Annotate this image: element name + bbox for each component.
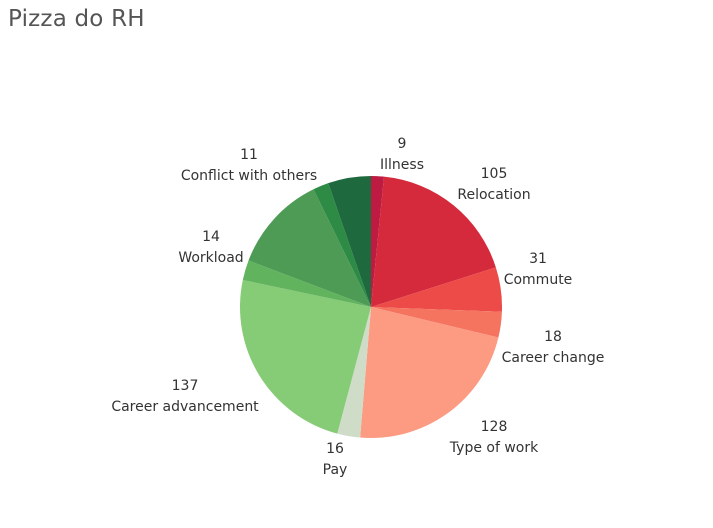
slice-name-label: Workload [178,250,243,266]
slice-name-label: Type of work [449,440,539,456]
pie-slice-commute[interactable] [371,267,503,312]
slice-value-label: 9 [398,136,407,152]
slice-value-label: 105 [481,166,508,182]
slice-name-label: Illness [380,157,424,173]
slice-name-label: Relocation [457,187,530,203]
pie-slice-pay[interactable] [337,307,371,438]
slice-name-label: Pay [323,462,348,478]
slice-value-label: 137 [172,378,199,394]
slice-value-label: 31 [529,251,547,267]
slice-name-label: Career change [502,350,605,366]
pie-slice-career-change[interactable] [371,307,502,338]
pie-slice-unlabeled-10[interactable] [328,176,371,307]
chart-title: Pizza do RH [8,6,145,32]
slice-value-label: 18 [544,329,562,345]
pie-slice-unlabeled-8[interactable] [248,189,371,307]
pie-slice-relocation[interactable] [371,176,496,307]
pie-slice-workload[interactable] [242,260,371,307]
slice-name-label: Conflict with others [181,168,317,184]
pie-slice-illness[interactable] [371,176,385,307]
slice-value-label: 14 [202,229,220,245]
slice-name-label: Commute [504,272,573,288]
slice-value-label: 128 [481,419,508,435]
pie-slice-type-of-work[interactable] [360,307,499,439]
slice-value-label: 11 [240,147,258,163]
pie-slice-conflict-with-others[interactable] [313,183,371,307]
slice-name-label: Career advancement [111,399,259,415]
slice-value-label: 16 [326,441,344,457]
pie-slice-career-advancement[interactable] [240,279,371,434]
